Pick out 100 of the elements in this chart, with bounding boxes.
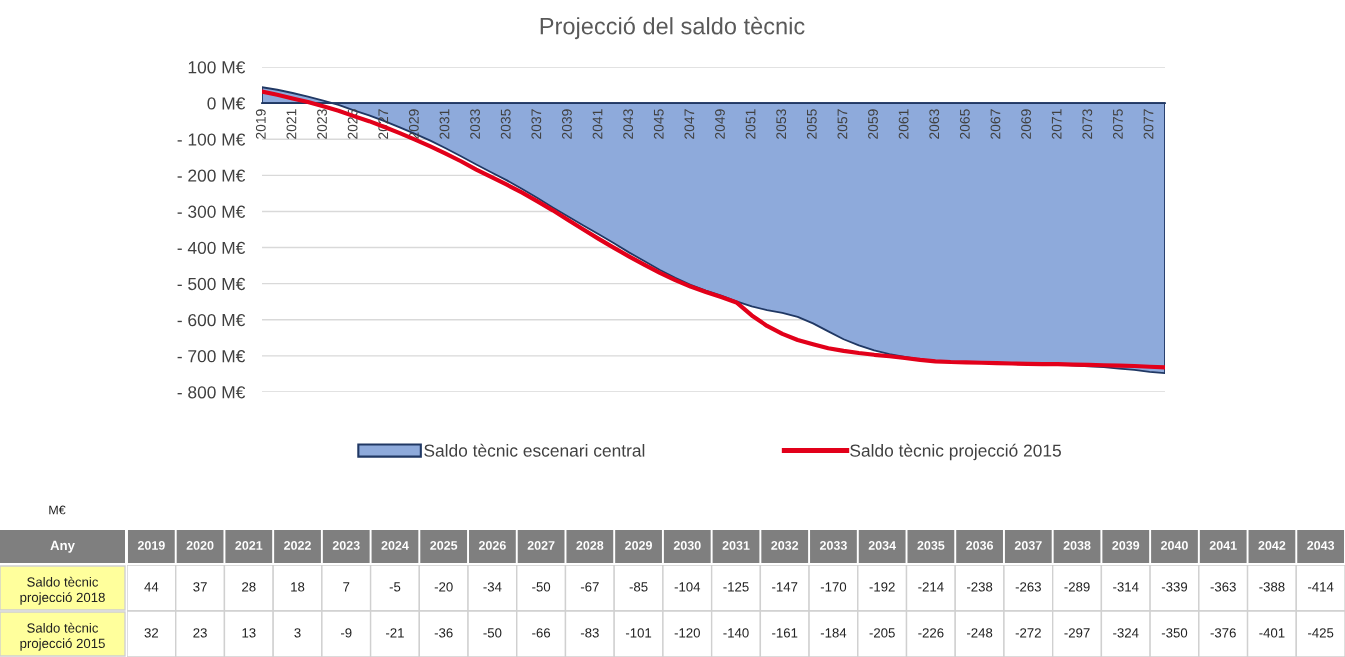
data-label: -161 (772, 628, 798, 638)
data-label: -83 (580, 628, 599, 638)
y-tick-label: - 200 M€ (177, 169, 246, 182)
x-tick-label: 2019 (137, 541, 165, 550)
x-tick-label: 2041 (592, 109, 603, 139)
data-label: -289 (1064, 582, 1090, 592)
data-label: -388 (1259, 582, 1285, 592)
x-axis-title: Any (50, 540, 75, 553)
x-tick-label: 2047 (684, 109, 695, 139)
x-tick-label: 2032 (771, 541, 799, 550)
x-tick-label: 2071 (1051, 109, 1062, 139)
x-tick-label: 2059 (868, 109, 878, 139)
x-tick-label: 2043 (623, 109, 634, 139)
data-label: -324 (1113, 628, 1139, 638)
data-label: -85 (629, 582, 648, 592)
x-tick-label: 2019 (255, 109, 266, 139)
x-tick-label: 2023 (332, 541, 360, 550)
x-tick-label: 2051 (745, 109, 756, 139)
data-label: -36 (434, 628, 453, 638)
data-label: -20 (434, 582, 453, 592)
x-tick-label: 2030 (673, 541, 701, 550)
y-tick-label: 100 M€ (188, 61, 246, 74)
x-tick-label: 2022 (284, 541, 311, 550)
y-tick-label: - 700 M€ (177, 350, 246, 363)
x-tick-label: 2077 (1143, 109, 1154, 139)
x-tick-label: 2040 (1161, 541, 1188, 550)
x-tick-label: 2025 (430, 541, 458, 550)
legend-label: Saldo tècnic escenari central (424, 443, 645, 457)
x-tick-label: 2021 (235, 541, 263, 550)
x-tick-label: 2037 (1014, 541, 1042, 550)
data-label: 7 (343, 582, 350, 592)
x-tick-label: 2028 (576, 541, 604, 550)
x-tick-label: 2063 (929, 109, 940, 139)
y-tick-label: - 800 M€ (177, 386, 246, 399)
data-label: 32 (144, 628, 159, 638)
x-tick-label: 2041 (1209, 541, 1237, 550)
x-tick-label: 2053 (776, 109, 787, 139)
data-label: -34 (483, 582, 502, 592)
data-label: -205 (869, 628, 895, 638)
data-label: -263 (1015, 582, 1041, 592)
x-tick-label: 2027 (527, 541, 555, 550)
data-label: -104 (674, 582, 701, 592)
y-tick-label: Saldo tècnic projecció 2018 (20, 576, 105, 605)
x-tick-label: 2024 (381, 541, 409, 550)
x-tick-label: 2031 (439, 109, 450, 139)
x-tick-label: 2034 (868, 541, 896, 550)
data-label: -120 (674, 628, 700, 638)
data-label: -401 (1259, 628, 1285, 638)
x-tick-label: 2065 (959, 109, 970, 139)
data-label: 37 (193, 582, 207, 592)
data-label: -140 (723, 628, 749, 638)
data-label: -184 (820, 628, 847, 638)
data-label: -238 (966, 582, 993, 592)
y-tick-label: - 300 M€ (177, 205, 246, 218)
x-tick-label: 2038 (1063, 541, 1091, 550)
data-label: -21 (386, 628, 404, 638)
data-label: -214 (918, 582, 944, 592)
x-tick-label: 2035 (917, 541, 945, 550)
x-tick-label: 2049 (715, 109, 725, 139)
x-tick-label: 2035 (500, 109, 511, 139)
data-label: -147 (772, 582, 798, 592)
x-tick-label: 2033 (470, 109, 480, 139)
y-tick-label: - 100 M€ (177, 133, 246, 146)
data-label: -170 (820, 582, 847, 592)
y-tick-label: - 400 M€ (177, 241, 246, 255)
x-tick-label: 2021 (286, 109, 297, 139)
data-label: -425 (1308, 628, 1334, 638)
data-label: -297 (1064, 628, 1090, 638)
data-label: -414 (1308, 582, 1334, 592)
x-tick-label: 2075 (1112, 109, 1123, 139)
legend-label: Saldo tècnic projecció 2015 (850, 443, 1061, 461)
data-label: -101 (625, 628, 652, 638)
x-tick-label: 2029 (408, 109, 419, 139)
data-label: -376 (1210, 628, 1236, 638)
x-tick-label: 2023 (317, 109, 327, 139)
data-label: -50 (532, 582, 551, 592)
data-label: -272 (1015, 628, 1041, 638)
data-label: -314 (1113, 582, 1139, 592)
x-tick-label: 2067 (990, 109, 1001, 139)
data-label: -9 (340, 628, 352, 638)
data-label: 28 (242, 582, 256, 592)
data-label: -226 (918, 628, 944, 638)
x-tick-label: 2055 (806, 109, 817, 139)
x-tick-label: 2073 (1082, 109, 1093, 139)
data-label: -67 (580, 582, 599, 592)
data-label: -50 (483, 628, 502, 638)
x-tick-label: 2026 (478, 541, 506, 550)
x-tick-label: 2061 (898, 109, 909, 139)
x-tick-label: 2039 (561, 109, 572, 139)
x-tick-label: 2039 (1112, 541, 1140, 550)
data-label: 3 (294, 628, 301, 638)
x-tick-label: 2069 (1021, 109, 1031, 139)
data-label: -350 (1161, 628, 1188, 638)
x-tick-label: 2037 (531, 109, 542, 139)
text: M€ (49, 505, 66, 515)
data-label: 18 (291, 582, 305, 592)
data-label: -125 (723, 582, 749, 592)
chart-title: Projecció del saldo tècnic (540, 16, 805, 40)
x-tick-label: 2020 (186, 541, 214, 550)
data-label: 23 (193, 628, 207, 638)
